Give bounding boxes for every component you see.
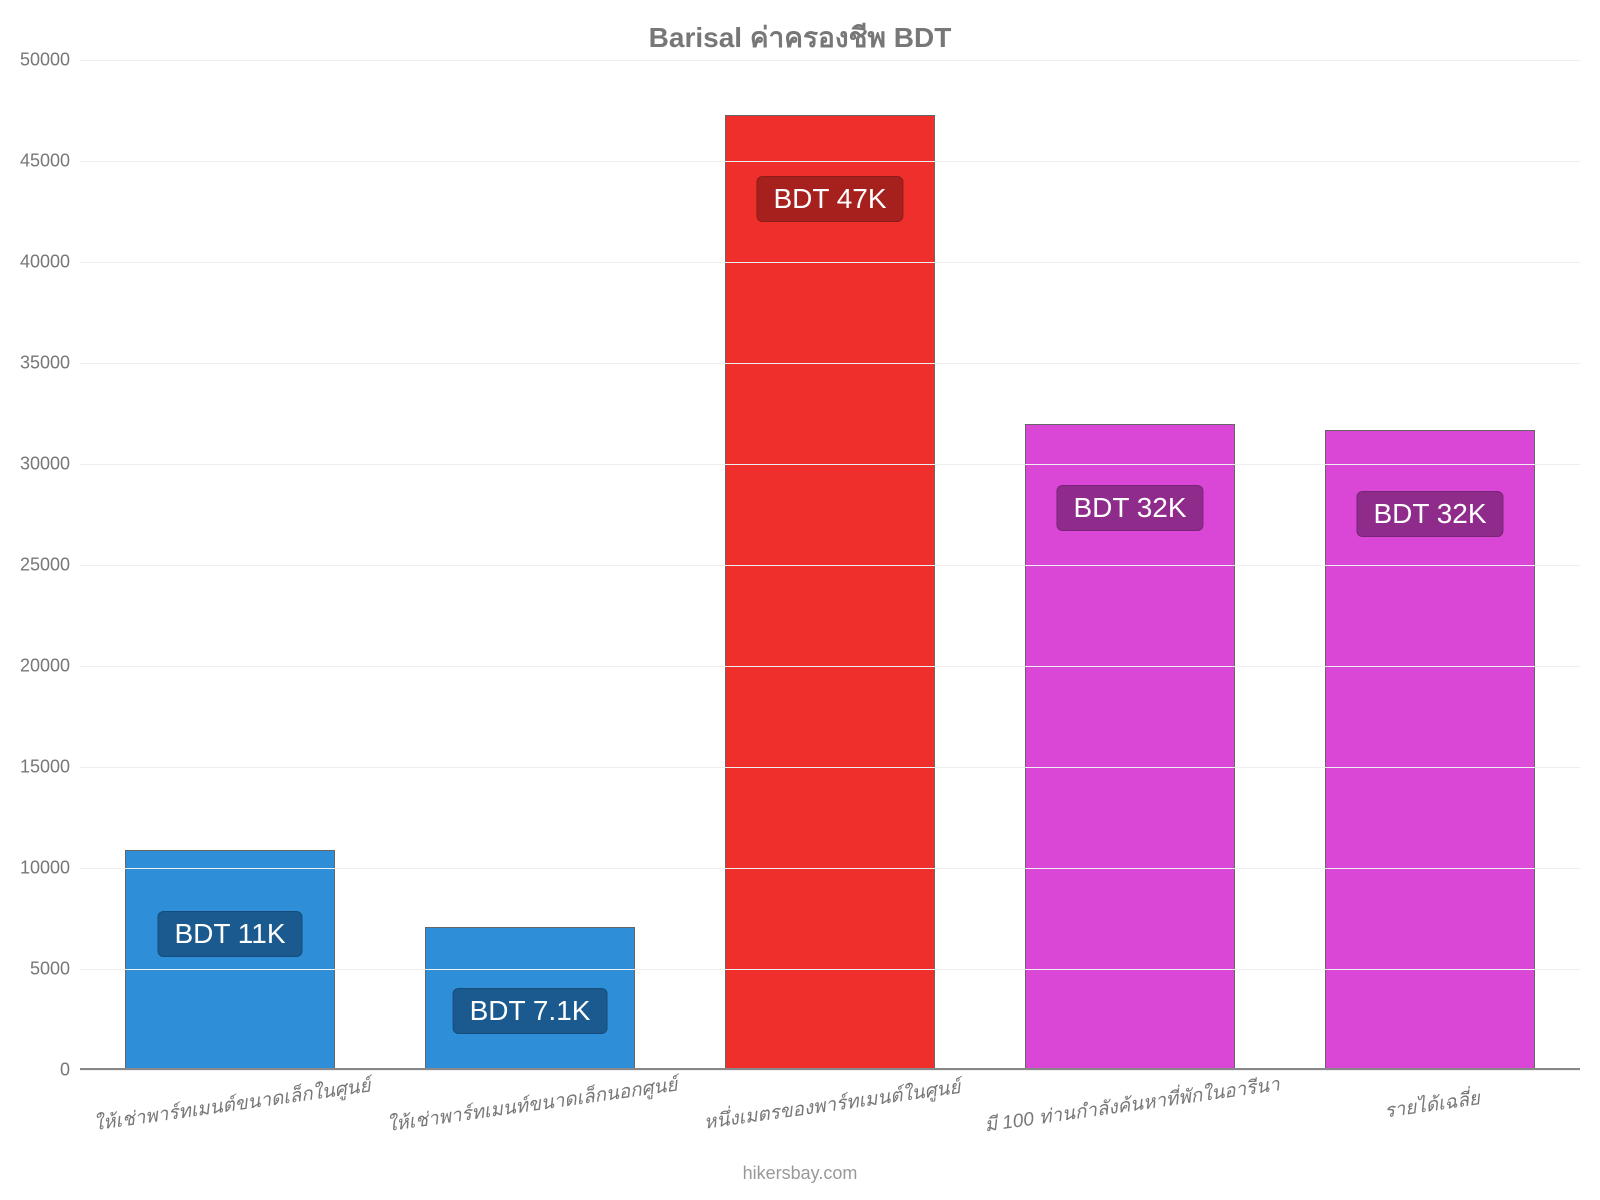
plot-area: BDT 11K BDT 7.1K BDT 47K BDT 32K BDT 32K [80, 60, 1580, 1070]
bar: BDT 32K [1025, 424, 1235, 1070]
gridline [80, 666, 1580, 667]
chart-footer: hikersbay.com [0, 1163, 1600, 1184]
x-tick-label: รายได้เฉลี่ย [1280, 1070, 1580, 1150]
gridline [80, 464, 1580, 465]
y-tick-label: 50000 [0, 50, 70, 71]
chart-title: Barisal ค่าครองชีพ BDT [0, 16, 1600, 60]
bar: BDT 32K [1325, 430, 1535, 1070]
y-tick-label: 40000 [0, 252, 70, 273]
bar: BDT 47K [725, 115, 935, 1070]
gridline [80, 161, 1580, 162]
bar-value-label: BDT 11K [157, 911, 302, 957]
gridline [80, 363, 1580, 364]
y-tick-label: 5000 [0, 959, 70, 980]
x-tick-label: มี 100 ท่านกำลังค้นหาที่พักในอารีนา [980, 1070, 1280, 1150]
bar-value-label: BDT 7.1K [453, 988, 608, 1034]
bar-value-label: BDT 47K [756, 176, 903, 222]
gridline [80, 60, 1580, 61]
y-tick-label: 0 [0, 1060, 70, 1081]
y-tick-label: 20000 [0, 656, 70, 677]
gridline [80, 868, 1580, 869]
gridline [80, 262, 1580, 263]
y-tick-label: 25000 [0, 555, 70, 576]
x-tick-label: ให้เช่าพาร์ทเมนต์ขนาดเล็กในศูนย์ [80, 1070, 380, 1150]
chart-container: Barisal ค่าครองชีพ BDT 0 5000 10000 15000 20… [0, 0, 1600, 1200]
y-tick-label: 30000 [0, 454, 70, 475]
y-tick-label: 35000 [0, 353, 70, 374]
bar-value-label: BDT 32K [1056, 485, 1203, 531]
x-axis-labels: ให้เช่าพาร์ทเมนต์ขนาดเล็กในศูนย์ให้เช่าพ… [80, 1070, 1580, 1150]
y-axis: 0500010000150002000025000300003500040000… [0, 60, 80, 1070]
x-tick-label: หนึ่งเมตรของพาร์ทเมนต์ในศูนย์ [680, 1070, 980, 1150]
bar: BDT 7.1K [425, 927, 635, 1070]
bar: BDT 11K [125, 850, 335, 1070]
gridline [80, 969, 1580, 970]
y-tick-label: 45000 [0, 151, 70, 172]
gridline [80, 565, 1580, 566]
gridline [80, 767, 1580, 768]
y-tick-label: 10000 [0, 858, 70, 879]
bar-value-label: BDT 32K [1356, 491, 1503, 537]
y-tick-label: 15000 [0, 757, 70, 778]
x-tick-label: ให้เช่าพาร์ทเมนท์ขนาดเล็กนอกศูนย์ [380, 1070, 680, 1150]
